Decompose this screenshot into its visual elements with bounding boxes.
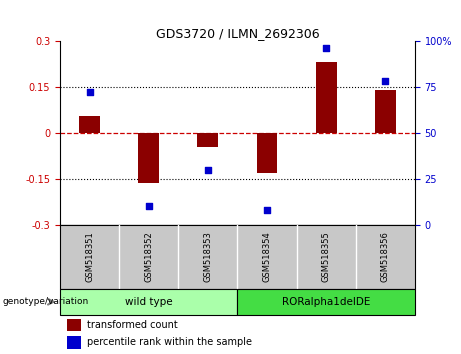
Bar bbox=[138, 133, 159, 183]
Point bbox=[382, 78, 389, 84]
Bar bbox=[197, 133, 218, 147]
Text: GSM518353: GSM518353 bbox=[203, 231, 213, 282]
Point bbox=[204, 167, 212, 172]
Point bbox=[263, 207, 271, 213]
Text: GSM518355: GSM518355 bbox=[322, 231, 331, 282]
Bar bbox=[60, 289, 237, 315]
Bar bbox=[67, 319, 81, 331]
Point bbox=[322, 45, 330, 51]
Text: GSM518356: GSM518356 bbox=[381, 231, 390, 282]
Bar bbox=[67, 336, 81, 349]
Title: GDS3720 / ILMN_2692306: GDS3720 / ILMN_2692306 bbox=[156, 27, 319, 40]
Point bbox=[86, 90, 93, 95]
Text: GSM518351: GSM518351 bbox=[85, 231, 94, 282]
Bar bbox=[237, 289, 415, 315]
Bar bbox=[375, 90, 396, 133]
Text: RORalpha1delDE: RORalpha1delDE bbox=[282, 297, 370, 307]
Bar bbox=[257, 133, 278, 173]
Point bbox=[145, 204, 152, 209]
Text: GSM518352: GSM518352 bbox=[144, 231, 153, 282]
Text: genotype/variation: genotype/variation bbox=[2, 297, 89, 306]
Text: percentile rank within the sample: percentile rank within the sample bbox=[87, 337, 252, 347]
Text: GSM518354: GSM518354 bbox=[262, 231, 272, 282]
Bar bbox=[79, 116, 100, 133]
Text: wild type: wild type bbox=[125, 297, 172, 307]
Text: transformed count: transformed count bbox=[87, 320, 177, 330]
Bar bbox=[316, 62, 337, 133]
